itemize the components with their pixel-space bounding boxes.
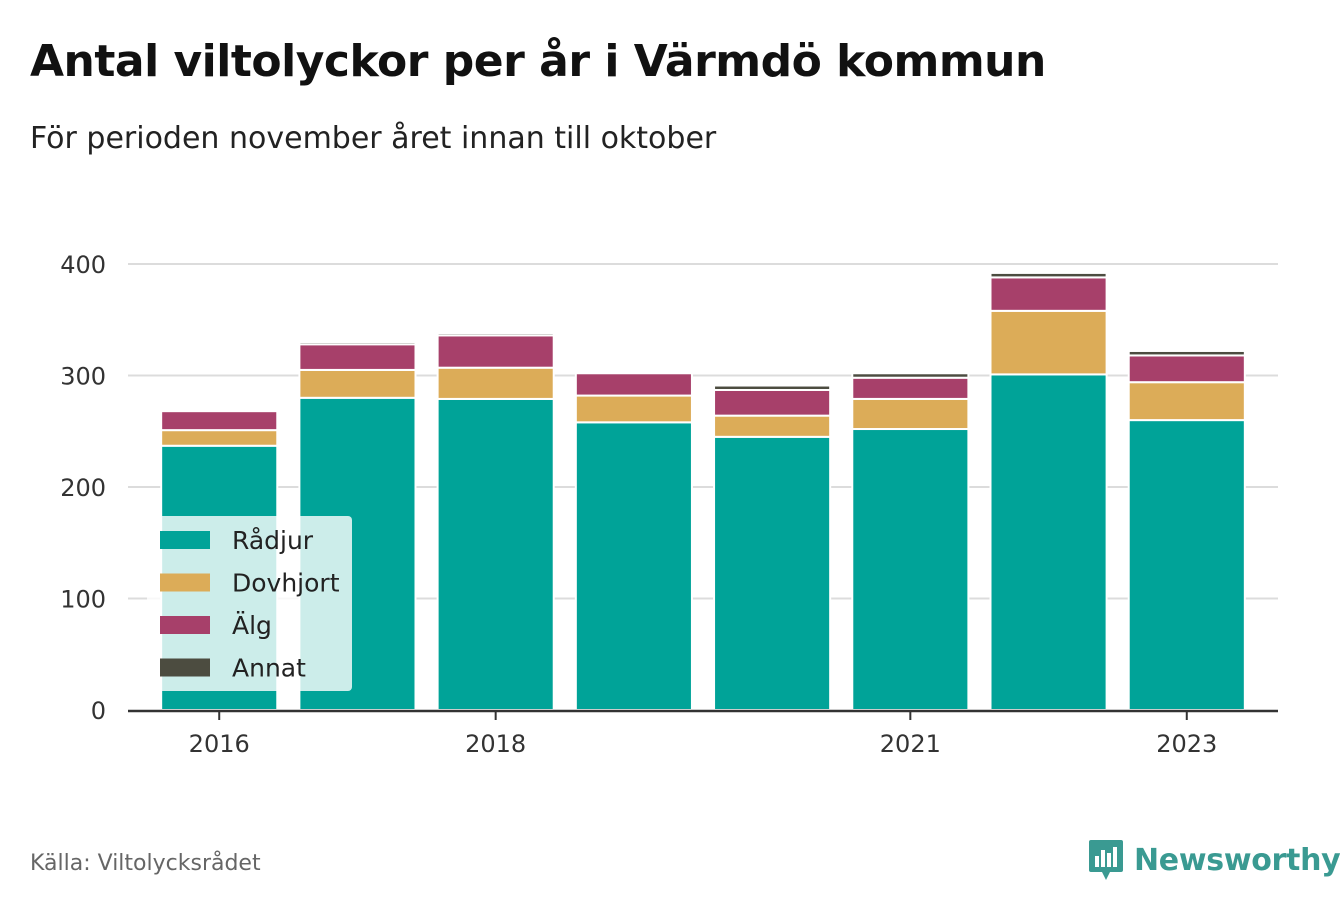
bar-segment-Älg-2018	[436, 334, 555, 369]
bar-stack-2020	[713, 384, 832, 711]
brand-logo: Newsworthy	[1088, 838, 1340, 882]
legend-swatch-Älg	[160, 616, 210, 634]
legend-swatch-Rådjur	[160, 531, 210, 549]
x-tick-label: 2021	[880, 730, 941, 758]
bar-segment-Älg-2020	[713, 388, 832, 417]
bar-segment-Rådjur-2020	[713, 435, 832, 711]
chart-subtitle: För perioden november året innan till ok…	[30, 121, 717, 156]
bar-segment-Rådjur-2023	[1127, 419, 1246, 711]
bar-segment-Annat-2017	[298, 341, 417, 346]
bar-segment-Annat-2023	[1127, 349, 1246, 357]
bar-segment-Dovhjort-2018	[436, 366, 555, 400]
chart-title: Antal viltolyckor per år i Värmdö kommun	[30, 36, 1046, 87]
bar-stack-2018	[436, 332, 555, 711]
bar-stack-2023	[1127, 349, 1246, 711]
bar-segment-Rådjur-2019	[574, 421, 693, 711]
bar-segment-Rådjur-2021	[851, 428, 970, 711]
bar-segment-Älg-2021	[851, 376, 970, 400]
x-tick-label: 2016	[189, 730, 250, 758]
bar-stack-2022	[989, 271, 1108, 711]
bar-segment-Dovhjort-2021	[851, 397, 970, 431]
y-tick-label: 100	[60, 586, 106, 614]
bar-segment-Dovhjort-2023	[1127, 381, 1246, 422]
bar-segment-Annat-2020	[713, 384, 832, 391]
x-tick-label: 2023	[1156, 730, 1217, 758]
bar-segment-Dovhjort-2016	[160, 429, 279, 447]
source-note: Källa: Viltolycksrådet	[30, 851, 261, 876]
bar-segment-Dovhjort-2022	[989, 309, 1108, 376]
legend-label-Rådjur: Rådjur	[232, 526, 314, 555]
axes-group: 0 100 200 300 400 2016 2018 2021 2023	[60, 251, 1278, 758]
bar-segment-Älg-2023	[1127, 354, 1246, 384]
bar-segment-Annat-2022	[989, 271, 1108, 279]
bar-segment-Annat-2018	[436, 332, 555, 337]
legend-label-Annat: Annat	[232, 654, 306, 683]
legend: Rådjur Dovhjort Älg Annat	[147, 516, 352, 691]
bar-stack-2021	[851, 372, 970, 711]
y-tick-label: 0	[91, 697, 106, 725]
bar-segment-Dovhjort-2017	[298, 368, 417, 399]
legend-label-Dovhjort: Dovhjort	[232, 569, 340, 598]
legend-box	[147, 516, 352, 691]
bar-segment-Dovhjort-2019	[574, 394, 693, 424]
x-tick-label: 2018	[465, 730, 526, 758]
bar-segment-Älg-2019	[574, 372, 693, 397]
legend-swatch-Dovhjort	[160, 573, 210, 592]
y-tick-label: 200	[60, 474, 106, 502]
bar-segment-Älg-2016	[160, 410, 279, 432]
y-tick-label: 300	[60, 363, 106, 391]
legend-swatch-Annat	[160, 658, 210, 677]
y-tick-label: 400	[60, 251, 106, 279]
bar-segment-Dovhjort-2020	[713, 414, 832, 438]
newsworthy-logo-icon	[1089, 840, 1123, 880]
bar-stack-2019	[574, 372, 693, 711]
bar-segment-Älg-2022	[989, 276, 1108, 312]
brand-name: Newsworthy	[1134, 842, 1340, 878]
legend-label-Älg: Älg	[232, 611, 272, 640]
bar-segment-Rådjur-2022	[989, 373, 1108, 711]
bar-segment-Rådjur-2018	[436, 397, 555, 711]
bar-segment-Älg-2017	[298, 343, 417, 371]
bar-segment-Annat-2021	[851, 372, 970, 379]
